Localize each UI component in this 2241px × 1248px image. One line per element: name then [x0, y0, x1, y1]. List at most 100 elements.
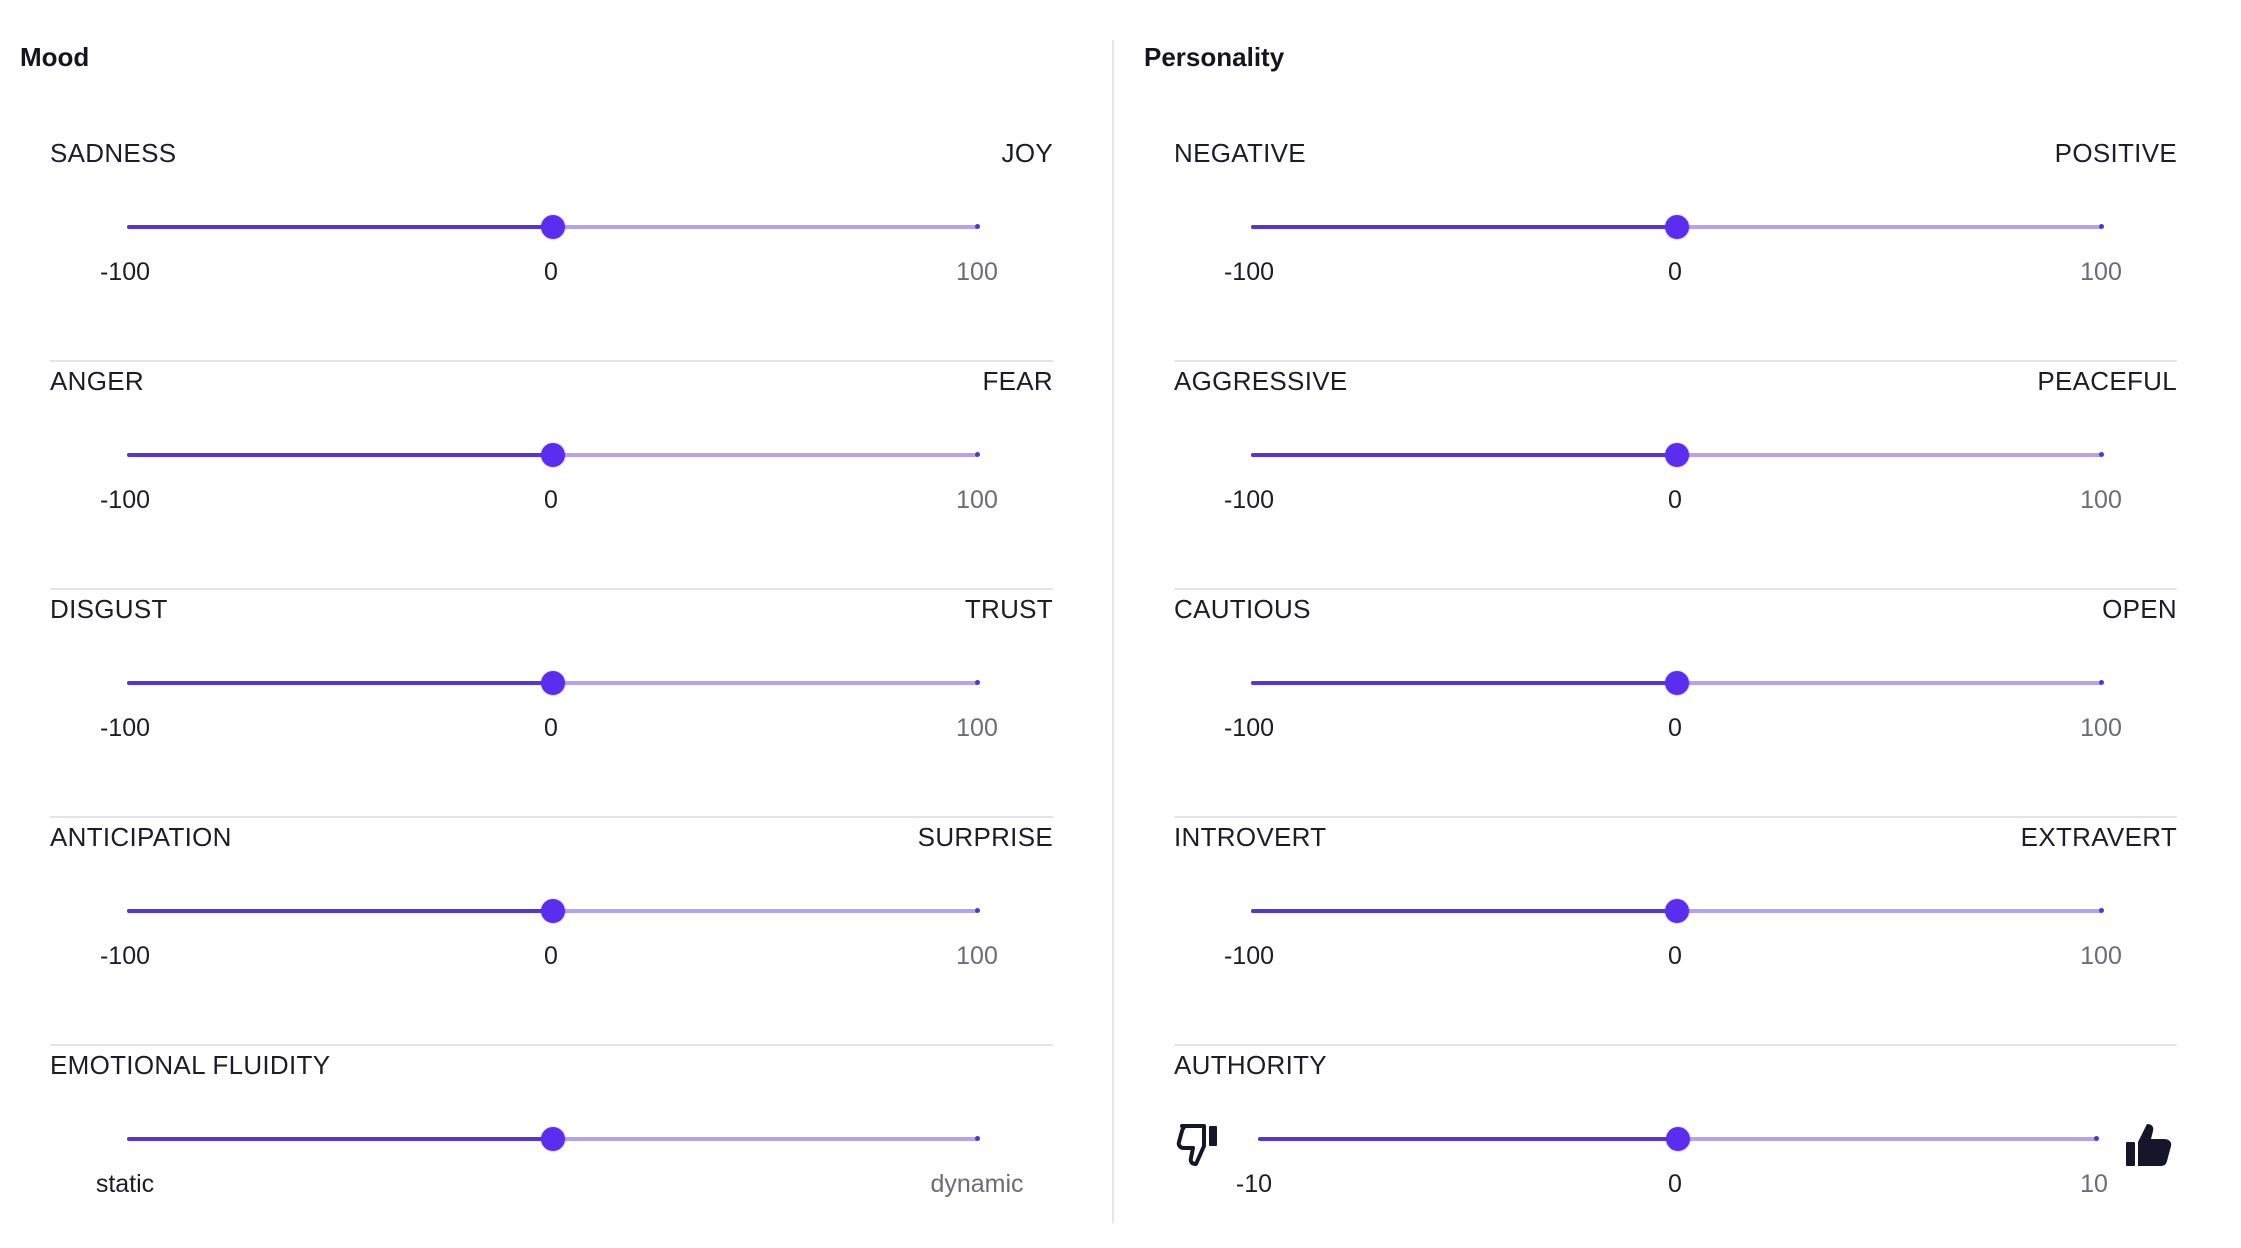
- slider-min-label: -100: [99, 942, 151, 970]
- slider-thumb[interactable]: [541, 671, 565, 695]
- slider-thumb[interactable]: [541, 1127, 565, 1151]
- slider-thumb[interactable]: [1665, 443, 1689, 467]
- slider-left-label: DISGUST: [50, 594, 168, 624]
- slider-min-label: -100: [99, 258, 151, 286]
- slider-thumb[interactable]: [541, 443, 565, 467]
- slider-endcap: [975, 908, 980, 913]
- slider-thumb[interactable]: [1666, 1127, 1690, 1151]
- slider-fill: [127, 681, 553, 685]
- slider-mid-label: 0: [1668, 258, 1682, 286]
- slider-emotional-fluidity[interactable]: [127, 1124, 980, 1154]
- mood-panel: Mood SADNESS JOY -100 0 100 ANGER FEAR -…: [0, 0, 1100, 1223]
- slider-min-label: -100: [1223, 486, 1275, 514]
- slider-thumb[interactable]: [1665, 899, 1689, 923]
- slider-fill: [1251, 225, 1677, 229]
- slider-max-label: dynamic: [930, 1170, 1024, 1198]
- slider-endcap: [2099, 452, 2104, 457]
- thumbs-up-icon[interactable]: [2124, 1120, 2176, 1172]
- row-divider: [1174, 588, 2177, 590]
- slider-row-authority: AUTHORITY -10 0 10: [1174, 1020, 2177, 1248]
- slider-right-label: EXTRAVERT: [2020, 822, 2177, 852]
- slider-max-label: 100: [2080, 486, 2122, 514]
- slider-row-emotional-fluidity: EMOTIONAL FLUIDITY static dynamic: [50, 1020, 1053, 1248]
- slider-fill: [127, 225, 553, 229]
- slider-aggressive-peaceful[interactable]: [1251, 440, 2104, 470]
- slider-min-label: -100: [1223, 714, 1275, 742]
- slider-endcap: [975, 680, 980, 685]
- slider-row-sadness-joy: SADNESS JOY -100 0 100: [50, 108, 1053, 362]
- row-divider: [1174, 1044, 2177, 1046]
- slider-sadness-joy[interactable]: [127, 212, 980, 242]
- slider-fill: [1258, 1137, 1678, 1141]
- slider-row-aggressive-peaceful: AGGRESSIVE PEACEFUL -100 0 100: [1174, 336, 2177, 590]
- slider-disgust-trust[interactable]: [127, 668, 980, 698]
- slider-row-negative-positive: NEGATIVE POSITIVE -100 0 100: [1174, 108, 2177, 362]
- slider-max-label: 100: [2080, 942, 2122, 970]
- slider-thumb[interactable]: [541, 899, 565, 923]
- slider-authority[interactable]: [1258, 1124, 2099, 1154]
- slider-left-label: ANGER: [50, 366, 144, 396]
- slider-left-label: CAUTIOUS: [1174, 594, 1311, 624]
- slider-left-label: NEGATIVE: [1174, 138, 1306, 168]
- column-divider: [1112, 40, 1114, 1223]
- slider-cautious-open[interactable]: [1251, 668, 2104, 698]
- slider-mid-label: 0: [1668, 486, 1682, 514]
- slider-thumb[interactable]: [1665, 215, 1689, 239]
- row-divider: [50, 816, 1053, 818]
- personality-panel: Personality NEGATIVE POSITIVE -100 0 100…: [1124, 0, 2224, 1223]
- slider-row-anger-fear: ANGER FEAR -100 0 100: [50, 336, 1053, 590]
- slider-negative-positive[interactable]: [1251, 212, 2104, 242]
- slider-max-label: 100: [2080, 714, 2122, 742]
- row-divider: [1174, 816, 2177, 818]
- slider-fill: [1251, 681, 1677, 685]
- slider-fill: [127, 453, 553, 457]
- slider-left-label: SADNESS: [50, 138, 177, 168]
- slider-row-cautious-open: CAUTIOUS OPEN -100 0 100: [1174, 564, 2177, 818]
- slider-min-label: -100: [1223, 942, 1275, 970]
- slider-right-label: POSITIVE: [2054, 138, 2177, 168]
- slider-thumb[interactable]: [541, 215, 565, 239]
- row-divider: [1174, 360, 2177, 362]
- slider-fill: [1251, 453, 1677, 457]
- slider-left-label: ANTICIPATION: [50, 822, 232, 852]
- slider-endcap: [2099, 908, 2104, 913]
- slider-right-label: OPEN: [2102, 594, 2177, 624]
- slider-mid-label: 0: [1668, 714, 1682, 742]
- slider-left-label: EMOTIONAL FLUIDITY: [50, 1050, 331, 1080]
- slider-fill: [1251, 909, 1677, 913]
- slider-right-label: TRUST: [964, 594, 1053, 624]
- thumbs-down-icon[interactable]: [1174, 1120, 1226, 1172]
- slider-right-label: SURPRISE: [917, 822, 1053, 852]
- slider-mid-label: 0: [1668, 1170, 1682, 1198]
- slider-right-label: FEAR: [982, 366, 1053, 396]
- slider-thumb[interactable]: [1665, 671, 1689, 695]
- slider-min-label: -10: [1235, 1170, 1273, 1198]
- slider-max-label: 100: [956, 714, 998, 742]
- row-divider: [50, 360, 1053, 362]
- slider-right-label: PEACEFUL: [2037, 366, 2177, 396]
- slider-anger-fear[interactable]: [127, 440, 980, 470]
- slider-right-label: JOY: [1001, 138, 1053, 168]
- slider-min-label: -100: [99, 714, 151, 742]
- slider-endcap: [975, 224, 980, 229]
- slider-mid-label: 0: [544, 258, 558, 286]
- slider-max-label: 100: [2080, 258, 2122, 286]
- slider-mid-label: 0: [544, 714, 558, 742]
- mood-title: Mood: [20, 42, 90, 72]
- row-divider: [50, 1044, 1053, 1046]
- slider-row-introvert-extravert: INTROVERT EXTRAVERT -100 0 100: [1174, 792, 2177, 1046]
- slider-mid-label: 0: [544, 942, 558, 970]
- slider-left-label: INTROVERT: [1174, 822, 1327, 852]
- slider-row-disgust-trust: DISGUST TRUST -100 0 100: [50, 564, 1053, 818]
- slider-max-label: 100: [956, 486, 998, 514]
- slider-introvert-extravert[interactable]: [1251, 896, 2104, 926]
- slider-max-label: 100: [956, 258, 998, 286]
- slider-max-label: 10: [2080, 1170, 2108, 1198]
- slider-anticipation-surprise[interactable]: [127, 896, 980, 926]
- slider-fill: [127, 909, 553, 913]
- slider-row-anticipation-surprise: ANTICIPATION SURPRISE -100 0 100: [50, 792, 1053, 1046]
- slider-endcap: [2094, 1136, 2099, 1141]
- row-divider: [50, 588, 1053, 590]
- slider-endcap: [975, 1136, 980, 1141]
- slider-left-label: AUTHORITY: [1174, 1050, 1327, 1080]
